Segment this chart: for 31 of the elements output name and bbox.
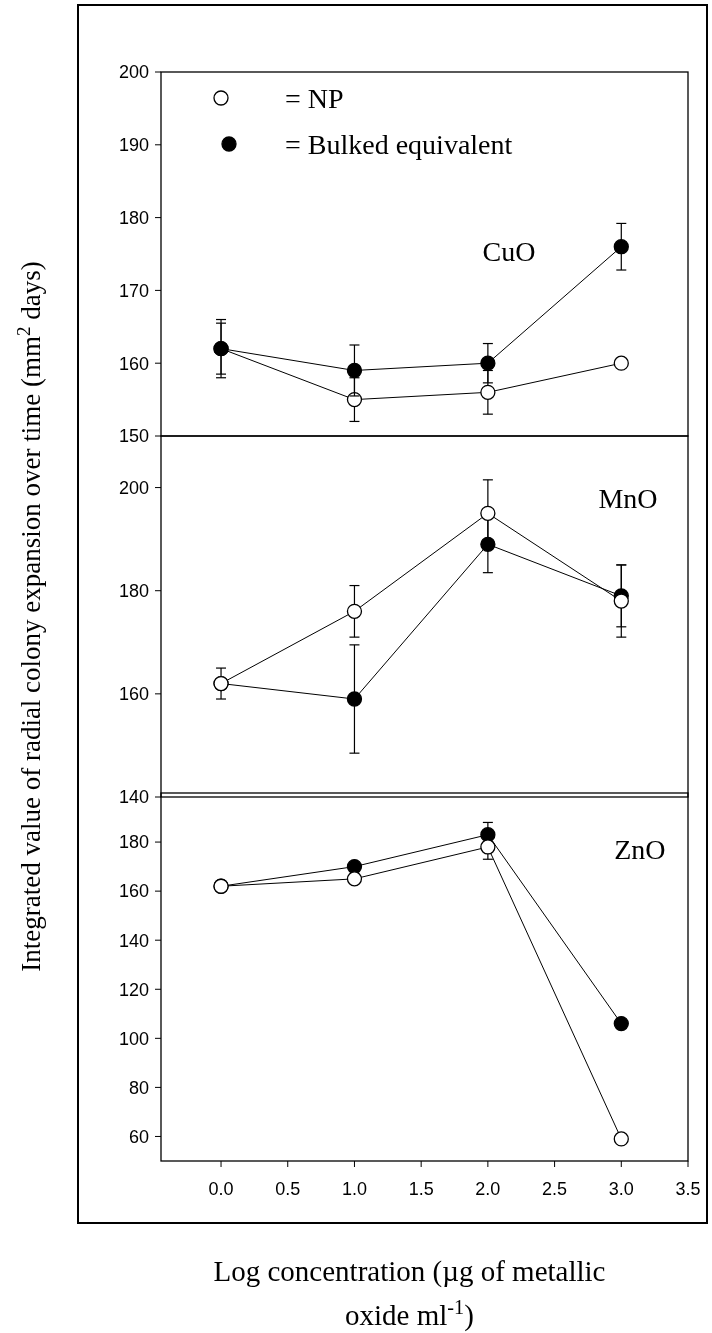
x-tick-label: 2.0 — [475, 1179, 501, 1199]
x-axis-title: Log concentration (µg of metallic oxide ml$^{-1}$) — [213, 1255, 606, 1332]
y-tick-label: 60 — [128, 1126, 149, 1147]
y-tick-label: 180 — [118, 832, 149, 853]
x-tick-label: 1.0 — [341, 1179, 367, 1199]
y-tick-label: 120 — [118, 979, 149, 1000]
y-tick-label: 180 — [118, 581, 149, 602]
annotation: ZnO — [614, 834, 666, 866]
y-tick-label: 200 — [118, 477, 149, 498]
x-tick-label: 3.0 — [608, 1179, 634, 1199]
y-tick-label: 100 — [118, 1028, 149, 1049]
x-tick-label: 0.5 — [275, 1179, 301, 1199]
legend-label: = Bulked equivalent — [285, 129, 513, 160]
y-tick-label: 160 — [118, 684, 149, 705]
y-tick-label: 80 — [128, 1077, 149, 1098]
annotation: MnO — [598, 483, 658, 515]
x-tick-label: 2.5 — [542, 1179, 568, 1199]
y-tick-label: 140 — [118, 787, 149, 808]
y-tick-label: 200 — [118, 62, 149, 83]
y-tick-label: 180 — [118, 207, 149, 228]
legend-label: = NP — [285, 83, 344, 114]
y-tick-label: 140 — [118, 930, 149, 951]
y-tick-label: 160 — [118, 353, 149, 374]
x-tick-label: 0.0 — [208, 1179, 234, 1199]
y-tick-label: 190 — [118, 135, 149, 156]
y-tick-label: 170 — [118, 280, 149, 301]
annotation: CuO — [482, 236, 536, 268]
x-tick-label: 1.5 — [408, 1179, 434, 1199]
x-tick-label: 3.5 — [675, 1179, 701, 1199]
y-tick-label: 160 — [118, 881, 149, 902]
y-tick-label: 150 — [118, 426, 149, 447]
